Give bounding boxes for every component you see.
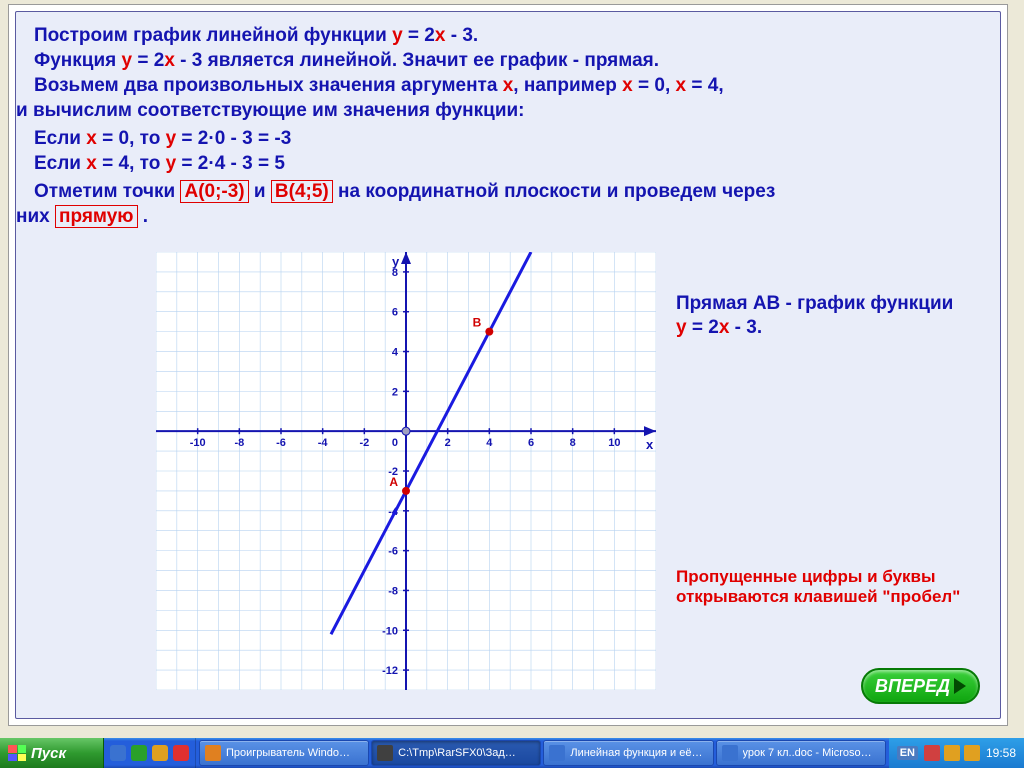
quick-launch-icon[interactable] xyxy=(152,745,168,761)
app-icon xyxy=(722,745,738,761)
taskbar-task-button[interactable]: урок 7 кл..doc - Microso… xyxy=(716,740,886,766)
svg-text:6: 6 xyxy=(528,437,534,449)
text-line-5: Отметим точки A(0;-3) и B(4;5) на коорди… xyxy=(34,180,982,204)
quick-launch xyxy=(104,738,196,768)
presentation-frame: Построим график линейной функции y = 2x … xyxy=(8,4,1008,726)
svg-text:-8: -8 xyxy=(388,585,398,597)
app-icon xyxy=(549,745,565,761)
tray-icons xyxy=(924,745,980,761)
point-a-box: A(0;-3) xyxy=(180,180,248,203)
svg-text:2: 2 xyxy=(445,437,451,449)
side-note: Прямая AB - график функции y = 2x - 3. xyxy=(676,292,986,340)
text-line-3: Возьмем два произвольных значения аргуме… xyxy=(34,74,982,98)
chart: -10-8-6-4-2246810-12-10-8-6-4-224680xyAB xyxy=(156,252,656,690)
svg-text:-10: -10 xyxy=(190,437,206,449)
start-button[interactable]: Пуск xyxy=(0,738,104,768)
svg-text:6: 6 xyxy=(392,307,398,319)
quick-launch-icon[interactable] xyxy=(110,745,126,761)
slide-text: Построим график линейной функции y = 2x … xyxy=(34,22,982,231)
svg-text:B: B xyxy=(473,316,482,330)
language-indicator[interactable]: EN xyxy=(897,746,918,760)
straight-box: прямую xyxy=(55,205,138,228)
tray-icon[interactable] xyxy=(964,745,980,761)
presentation-window: Построим график линейной функции y = 2x … xyxy=(0,0,1024,738)
next-button-label: ВПЕРЕД xyxy=(875,676,950,697)
play-icon xyxy=(954,678,966,694)
taskbar-task-button[interactable]: С:\Tmp\RarSFX0\Зад… xyxy=(371,740,541,766)
task-label: Линейная функция и её… xyxy=(570,747,702,759)
quick-launch-icon[interactable] xyxy=(131,745,147,761)
task-label: урок 7 кл..doc - Microso… xyxy=(743,747,872,759)
svg-text:A: A xyxy=(389,475,398,489)
task-label: С:\Tmp\RarSFX0\Зад… xyxy=(398,747,516,759)
taskbar-tasks: Проигрыватель Windo… С:\Tmp\RarSFX0\Зад… Л… xyxy=(196,738,889,768)
text-line-6: них прямую . xyxy=(16,205,982,229)
text-line-1: Построим график линейной функции y = 2x … xyxy=(34,24,982,48)
calc-line-1: Если x = 0, то y = 2·0 - 3 = -3 xyxy=(34,127,982,151)
svg-text:4: 4 xyxy=(486,437,493,449)
start-label: Пуск xyxy=(31,745,66,762)
next-button[interactable]: ВПЕРЕД xyxy=(861,668,980,704)
slide: Построим график линейной функции y = 2x … xyxy=(15,11,1001,719)
svg-text:-4: -4 xyxy=(318,437,329,449)
svg-text:2: 2 xyxy=(392,386,398,398)
taskbar-task-button[interactable]: Проигрыватель Windo… xyxy=(199,740,369,766)
svg-text:10: 10 xyxy=(608,437,620,449)
taskbar-task-button[interactable]: Линейная функция и её… xyxy=(543,740,713,766)
svg-text:-6: -6 xyxy=(276,437,286,449)
svg-text:x: x xyxy=(646,437,654,452)
point-b-box: B(4;5) xyxy=(271,180,333,203)
calc-line-2: Если x = 4, то y = 2·4 - 3 = 5 xyxy=(34,152,982,176)
svg-text:-12: -12 xyxy=(382,665,398,677)
svg-text:-10: -10 xyxy=(382,625,398,637)
app-icon xyxy=(205,745,221,761)
app-icon xyxy=(377,745,393,761)
svg-text:y: y xyxy=(392,254,400,269)
svg-text:4: 4 xyxy=(392,347,399,359)
svg-text:0: 0 xyxy=(392,437,398,449)
hint-text: Пропущенные цифры и буквы открываются кл… xyxy=(676,567,1006,608)
svg-text:-8: -8 xyxy=(234,437,244,449)
clock: 19:58 xyxy=(986,746,1016,760)
svg-text:-6: -6 xyxy=(388,546,398,558)
task-label: Проигрыватель Windo… xyxy=(226,747,350,759)
tray-icon[interactable] xyxy=(944,745,960,761)
tray-icon[interactable] xyxy=(924,745,940,761)
chart-svg: -10-8-6-4-2246810-12-10-8-6-4-224680xyAB xyxy=(156,252,656,690)
text-line-2: Функция y = 2x - 3 является линейной. Зн… xyxy=(34,49,982,73)
taskbar: Пуск Проигрыватель Windo… С:\Tmp\RarSFX0\… xyxy=(0,738,1024,768)
text-line-4: и вычислим соответствующие им значения ф… xyxy=(16,99,982,123)
system-tray: EN 19:58 xyxy=(889,738,1024,768)
windows-icon xyxy=(8,745,26,761)
quick-launch-icon[interactable] xyxy=(173,745,189,761)
svg-text:-2: -2 xyxy=(359,437,369,449)
svg-text:8: 8 xyxy=(570,437,576,449)
